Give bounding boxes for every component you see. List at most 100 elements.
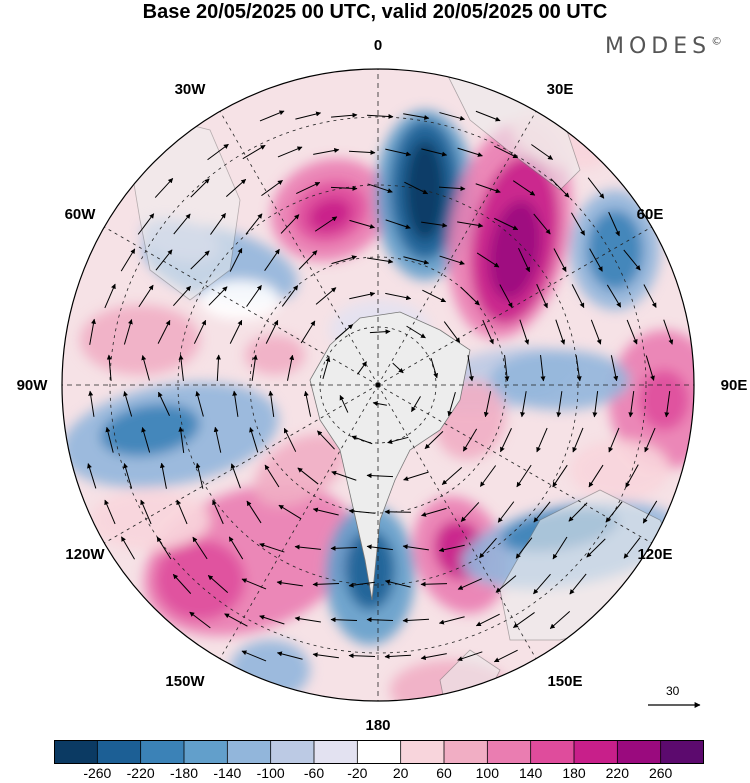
wind-arrow: [494, 217, 519, 231]
wind-arrow: [141, 354, 150, 381]
longitude-label: 90W: [17, 377, 49, 394]
wind-arrow: [575, 355, 582, 382]
wind-arrow: [225, 178, 247, 198]
wind-arrow: [608, 427, 620, 453]
map-title: Base 20/05/2025 00 UTC, valid 20/05/2025…: [142, 1, 608, 23]
longitude-label: 150E: [547, 673, 582, 690]
colorbar-swatch: [270, 740, 314, 764]
wind-arrow: [384, 653, 412, 659]
latitude-circle: [109, 116, 647, 654]
wind-arrow: [268, 390, 275, 417]
anomaly-blob: [90, 490, 210, 550]
wind-arrow: [261, 179, 283, 197]
wind-arrow: [610, 355, 619, 382]
wind-arrow: [156, 536, 172, 560]
wind-arrow: [422, 289, 447, 303]
wind-arrow: [313, 148, 340, 155]
wind-arrow: [608, 211, 620, 237]
latitude-circle: [177, 184, 579, 586]
wind-arrow: [315, 287, 337, 305]
anomaly-blob: [490, 350, 630, 410]
wind-arrow: [533, 213, 551, 235]
wind-arrow: [172, 574, 192, 594]
wind-arrow: [385, 292, 412, 301]
wind-arrow: [438, 616, 465, 625]
wind-arrow: [553, 248, 567, 272]
colorbar-label: -20: [347, 765, 368, 781]
colorbar-swatch: [530, 740, 574, 764]
wind-arrow: [625, 464, 639, 488]
wind-arrow: [87, 463, 97, 489]
wind-arrow: [571, 284, 585, 309]
wind-arrow: [331, 112, 358, 118]
wind-arrow: [589, 248, 603, 272]
wind-arrow: [276, 580, 303, 587]
anomaly-blob: [100, 403, 200, 457]
colorbar-swatch: [444, 740, 488, 764]
anomaly-blob: [488, 200, 542, 300]
wind-arrow: [105, 426, 114, 453]
wind-arrow: [229, 319, 243, 344]
wind-arrow: [367, 257, 394, 264]
wind-arrow: [475, 613, 500, 627]
wind-arrow: [403, 471, 429, 481]
wind-arrow: [385, 148, 412, 157]
modes-logo: MODES©: [605, 34, 722, 59]
anomaly-blob: [155, 540, 245, 620]
wind-arrow: [404, 181, 429, 195]
wind-arrow: [281, 285, 299, 307]
colorbar-swatch: [357, 740, 401, 764]
wind-arrow: [420, 581, 448, 587]
colorbar-swatch: [400, 740, 444, 764]
colorbar-label: -100: [256, 765, 285, 781]
wind-arrow: [540, 355, 546, 382]
wind-arrow: [339, 394, 349, 413]
wind-arrow: [460, 286, 480, 306]
wind-arrow: [643, 284, 657, 308]
wind-arrow: [663, 319, 674, 345]
wind-arrow: [158, 391, 170, 416]
colorbar: [54, 740, 704, 764]
wind-arrow: [228, 536, 244, 560]
wind-arrow: [421, 507, 447, 517]
pole-marker: [375, 382, 381, 388]
wind-arrow: [366, 473, 394, 479]
colorbar-swatch: [184, 740, 228, 764]
reference-vector-label: 30: [666, 684, 680, 698]
colorbar-swatch: [227, 740, 271, 764]
wind-arrow: [392, 362, 404, 374]
wind-arrow: [457, 147, 483, 157]
wind-arrow: [403, 256, 430, 265]
wind-arrow: [516, 464, 532, 488]
wind-arrow: [195, 390, 204, 417]
wind-arrow: [439, 255, 465, 265]
longitude-label: 120W: [65, 546, 105, 563]
wind-arrow: [645, 355, 655, 381]
wind-arrow: [384, 579, 411, 588]
logo-mark: ©: [711, 34, 723, 48]
wind-arrow: [141, 427, 151, 453]
wind-arrow: [207, 575, 229, 593]
wind-arrow: [430, 357, 439, 379]
wind-arrow: [372, 401, 387, 407]
wind-arrow: [348, 508, 375, 514]
wind-arrow: [497, 501, 515, 523]
anomaly-blob: [570, 440, 670, 500]
wind-arrow: [230, 463, 241, 489]
wind-arrow: [137, 213, 155, 235]
wind-arrow: [190, 250, 210, 270]
wind-arrow: [294, 616, 321, 623]
wind-arrow: [438, 544, 465, 553]
wind-arrow: [499, 284, 513, 308]
wind-arrow: [556, 391, 563, 418]
wind-arrow: [215, 354, 221, 382]
wind-arrow: [251, 354, 258, 381]
wind-arrow: [104, 283, 116, 309]
wind-arrow: [300, 320, 316, 344]
wind-arrow: [330, 617, 358, 623]
map-border: [61, 68, 695, 702]
wind-arrow: [592, 391, 599, 418]
wind-arrow: [210, 212, 226, 235]
map-disk: [62, 69, 694, 701]
colorbar-label: 180: [562, 765, 586, 781]
